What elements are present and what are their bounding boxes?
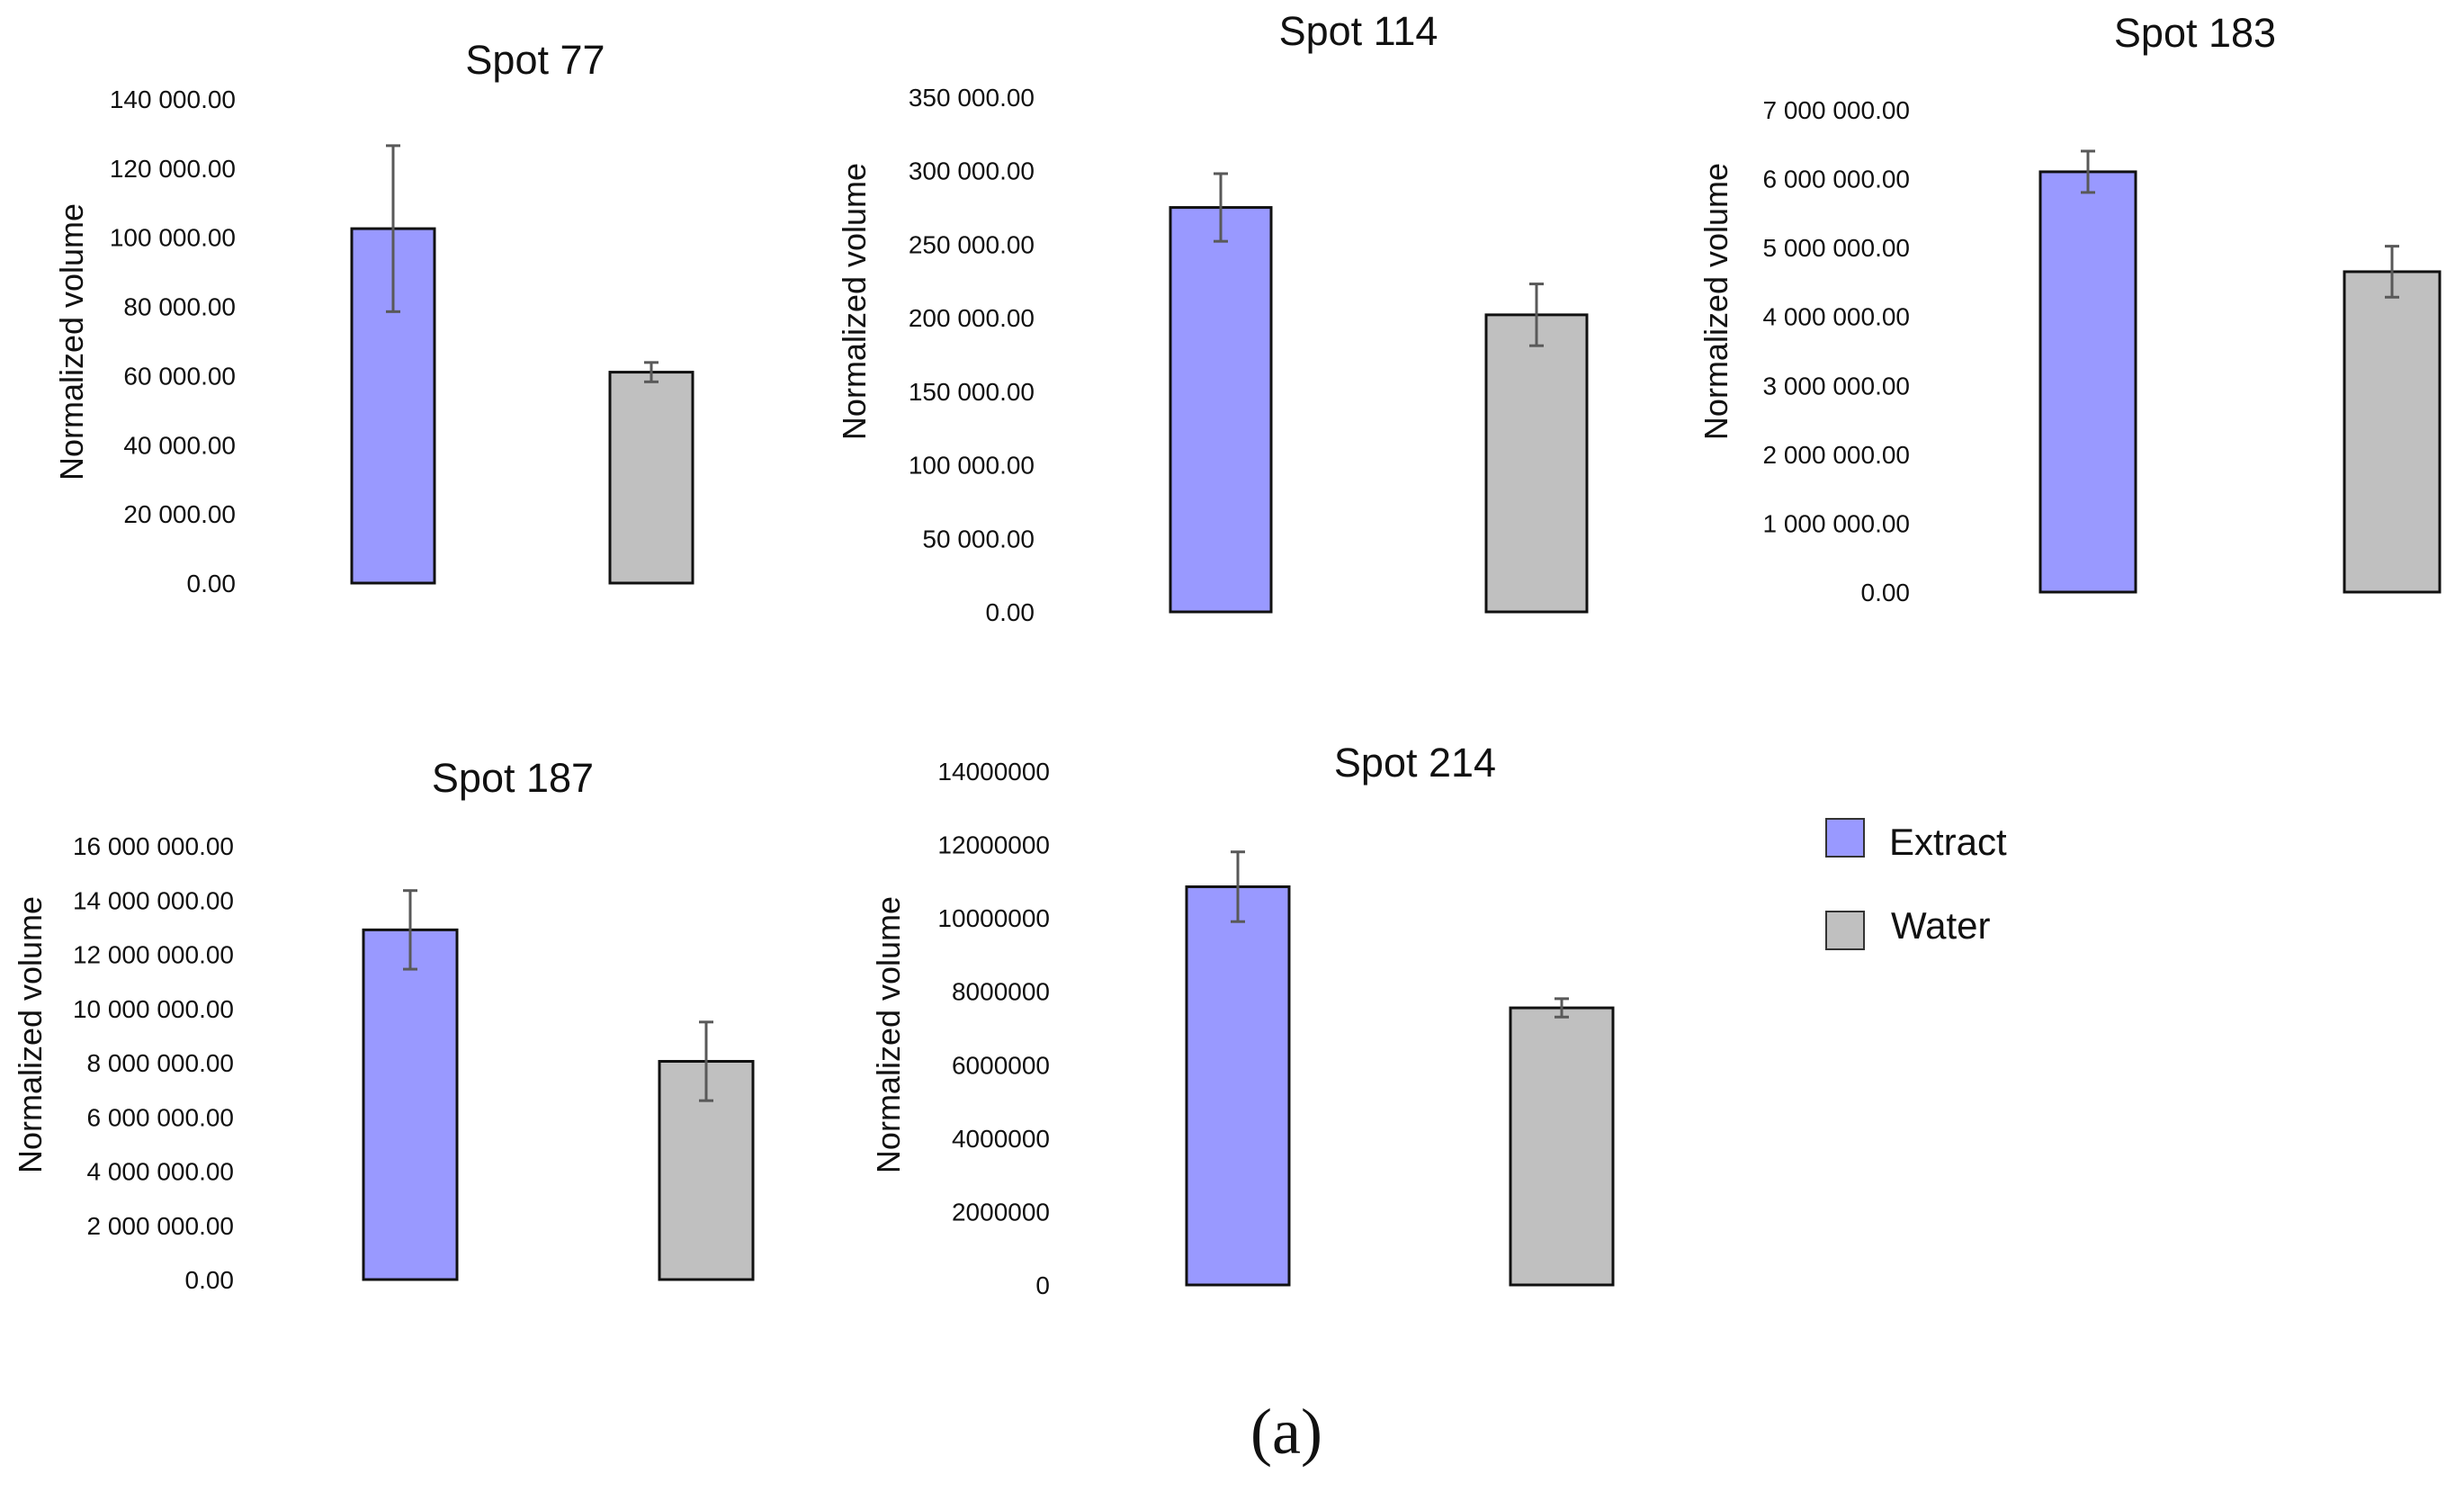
error-bar-water xyxy=(699,1020,713,1102)
y-axis-label: Normalized volume xyxy=(870,896,907,1173)
y-tick-label: 8000000 xyxy=(952,978,1050,1006)
y-tick-label: 4 000 000.00 xyxy=(87,1158,235,1186)
y-tick-label: 0.00 xyxy=(187,570,237,597)
y-tick-label: 140 000.00 xyxy=(110,85,236,113)
error-bar-extract xyxy=(1214,172,1228,243)
error-bar-water xyxy=(1555,997,1569,1019)
y-tick-label: 14000000 xyxy=(937,758,1050,786)
y-tick-label: 40 000.00 xyxy=(123,431,236,459)
y-axis-label: Normalized volume xyxy=(12,896,49,1173)
y-tick-label: 2000000 xyxy=(952,1198,1050,1226)
chart-4: Spot 187 Normalized volume 0.00 2 000 000.0… xyxy=(12,755,755,1294)
y-tick-label: 6 000 000.00 xyxy=(1763,166,1911,193)
chart-3: Spot 183 Normalized volume 0.00 1 000 000.0… xyxy=(1698,10,2442,606)
legend-label-extract: Extract xyxy=(1889,821,2007,863)
y-tick-label: 14 000 000.00 xyxy=(73,886,234,914)
y-tick-label: 2 000 000.00 xyxy=(1763,441,1911,469)
error-bar-water xyxy=(644,361,659,383)
y-tick-label: 20 000.00 xyxy=(123,500,236,528)
y-tick-label: 5 000 000.00 xyxy=(1763,234,1911,262)
y-tick-label: 12000000 xyxy=(937,831,1050,859)
figure-caption: (a) xyxy=(1250,1396,1322,1468)
bar-extract xyxy=(1185,885,1291,1287)
y-tick-label: 16 000 000.00 xyxy=(73,832,234,860)
y-tick-label: 7 000 000.00 xyxy=(1763,96,1911,124)
charts-group: Spot 77 Normalized volume 0.00 20 000.00 40 … xyxy=(12,8,2442,1299)
bar-extract xyxy=(1169,206,1273,614)
error-bar-extract xyxy=(2081,149,2095,194)
chart-title: Spot 214 xyxy=(1334,740,1496,786)
bar-water xyxy=(608,371,694,585)
y-tick-label: 0.00 xyxy=(1861,579,1911,606)
y-axis-label: Normalized volume xyxy=(1698,163,1734,440)
error-bar-extract xyxy=(386,144,400,313)
y-tick-label: 150 000.00 xyxy=(909,378,1035,406)
y-tick-label: 12 000 000.00 xyxy=(73,941,234,969)
chart-title: Spot 187 xyxy=(432,755,594,801)
chart-title: Spot 114 xyxy=(1279,8,1438,54)
y-axis-label: Normalized volume xyxy=(53,203,90,481)
bar-water xyxy=(1509,1006,1615,1287)
chart-5: Spot 214 Normalized volume 0 2000000 4000000… xyxy=(870,740,1615,1299)
chart-2: Spot 114 Normalized volume 0.00 50 000.00 10… xyxy=(836,8,1589,626)
chart-title: Spot 183 xyxy=(2114,10,2276,56)
y-tick-label: 3 000 000.00 xyxy=(1763,372,1911,400)
y-tick-label: 1 000 000.00 xyxy=(1763,509,1911,537)
y-tick-label: 2 000 000.00 xyxy=(87,1212,235,1240)
error-bar-water xyxy=(1529,283,1544,347)
chart-title: Spot 77 xyxy=(465,37,605,83)
y-tick-label: 100 000.00 xyxy=(110,224,236,252)
y-tick-label: 10 000 000.00 xyxy=(73,995,234,1023)
legend-label-water: Water xyxy=(1891,904,1990,947)
y-tick-label: 250 000.00 xyxy=(909,230,1035,258)
error-bar-extract xyxy=(1231,850,1245,923)
y-tick-label: 120 000.00 xyxy=(110,155,236,183)
chart-1: Spot 77 Normalized volume 0.00 20 000.00 40 … xyxy=(53,37,694,597)
legend-swatch-water xyxy=(1825,911,1865,950)
y-axis-label: Normalized volume xyxy=(836,163,873,440)
bar-extract xyxy=(2038,170,2137,594)
y-tick-label: 6 000 000.00 xyxy=(87,1103,235,1131)
y-tick-label: 200 000.00 xyxy=(909,304,1035,332)
y-tick-label: 0 xyxy=(1035,1271,1050,1299)
y-tick-label: 80 000.00 xyxy=(123,293,236,321)
y-tick-label: 8 000 000.00 xyxy=(87,1049,235,1077)
y-tick-label: 0.00 xyxy=(986,598,1035,626)
y-tick-label: 100 000.00 xyxy=(909,452,1035,480)
legend-swatch-extract xyxy=(1825,818,1865,858)
y-tick-label: 60 000.00 xyxy=(123,362,236,390)
y-tick-label: 4000000 xyxy=(952,1125,1050,1153)
y-tick-label: 0.00 xyxy=(185,1266,235,1294)
legend: Extract Water xyxy=(1825,818,2007,950)
y-tick-label: 6000000 xyxy=(952,1051,1050,1079)
y-tick-label: 10000000 xyxy=(937,904,1050,932)
y-tick-label: 300 000.00 xyxy=(909,157,1035,185)
bar-extract xyxy=(362,928,459,1281)
y-tick-label: 350 000.00 xyxy=(909,84,1035,112)
error-bar-water xyxy=(2385,245,2399,299)
bar-water xyxy=(1484,313,1589,614)
y-tick-label: 4 000 000.00 xyxy=(1763,303,1911,331)
error-bar-extract xyxy=(403,889,417,971)
y-tick-label: 50 000.00 xyxy=(922,525,1035,552)
bar-water xyxy=(2343,270,2442,594)
